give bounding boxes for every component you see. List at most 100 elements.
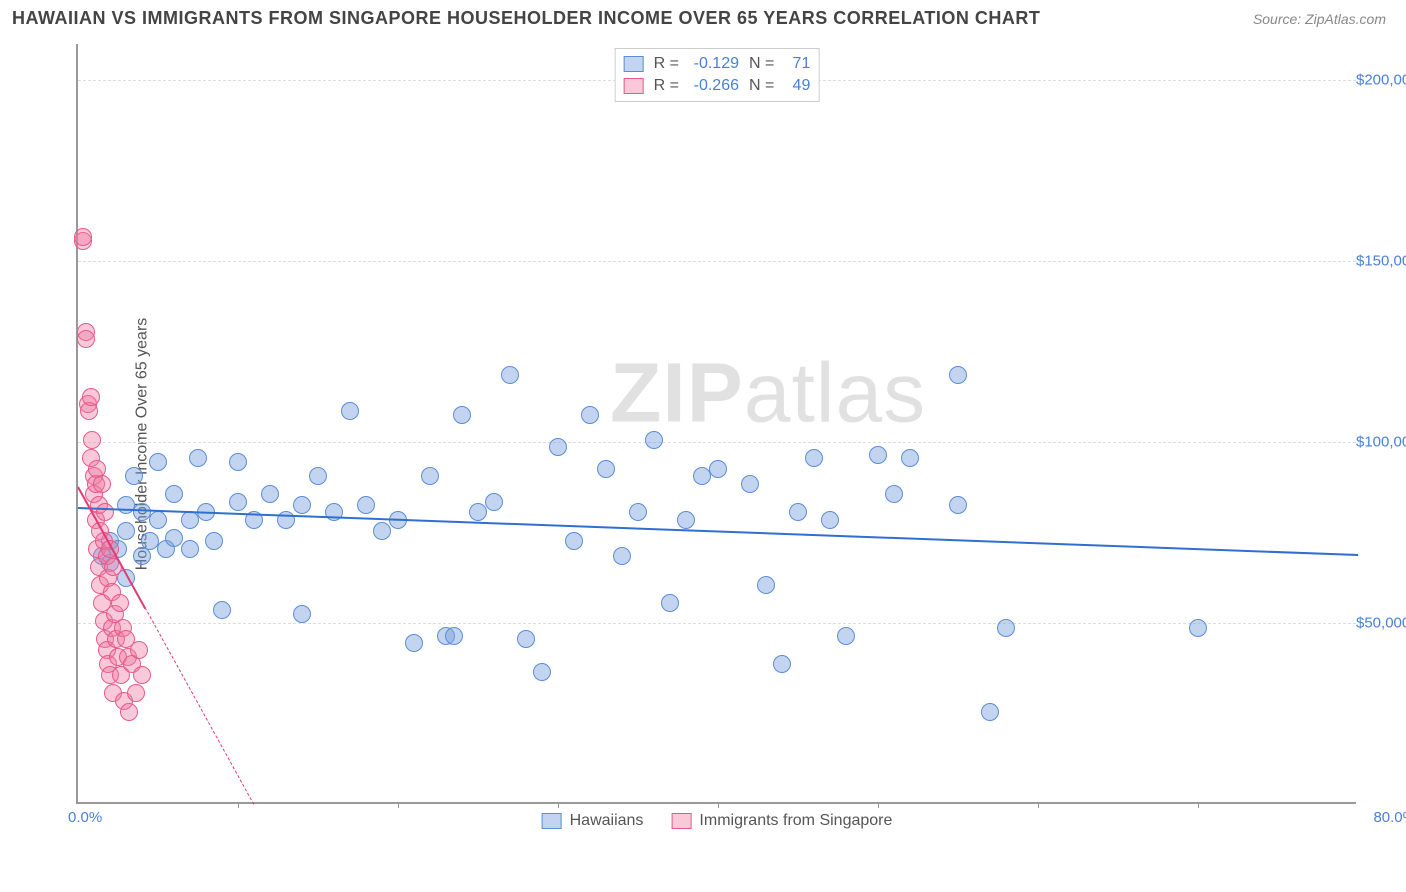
data-point — [229, 493, 247, 511]
data-point — [501, 366, 519, 384]
data-point — [821, 511, 839, 529]
data-point — [421, 467, 439, 485]
data-point — [117, 496, 135, 514]
data-point — [205, 532, 223, 550]
x-tick-mark — [398, 802, 399, 808]
data-point — [93, 475, 111, 493]
data-point — [613, 547, 631, 565]
data-point — [405, 634, 423, 652]
stat-r-label: R = — [654, 77, 679, 95]
data-point — [357, 496, 375, 514]
data-point — [309, 467, 327, 485]
legend-series-name: Hawaiians — [570, 812, 644, 830]
data-point — [581, 406, 599, 424]
data-point — [293, 605, 311, 623]
data-point — [189, 449, 207, 467]
gridline-h — [78, 623, 1356, 624]
data-point — [133, 666, 151, 684]
stat-n-label: N = — [749, 55, 774, 73]
legend-swatch — [624, 78, 644, 94]
gridline-h — [78, 261, 1356, 262]
data-point — [901, 449, 919, 467]
data-point — [149, 511, 167, 529]
legend-stat-row: R = -0.129 N = 71 — [624, 53, 811, 75]
data-point — [741, 475, 759, 493]
x-tick-mark — [718, 802, 719, 808]
legend-series-item: Immigrants from Singapore — [671, 812, 892, 830]
trend-line — [78, 507, 1358, 556]
data-point — [709, 460, 727, 478]
legend-swatch — [671, 813, 691, 829]
x-tick-mark — [1198, 802, 1199, 808]
y-tick-label: $50,000 — [1356, 615, 1406, 632]
data-point — [629, 503, 647, 521]
data-point — [120, 703, 138, 721]
data-point — [757, 576, 775, 594]
legend-swatch — [624, 56, 644, 72]
plot-area: ZIPatlas R =-0.129N =71R =-0.266N =49 Ha… — [76, 44, 1356, 804]
data-point — [949, 366, 967, 384]
data-point — [125, 467, 143, 485]
watermark-light: atlas — [744, 345, 926, 439]
data-point — [165, 529, 183, 547]
stat-r-value: -0.129 — [685, 55, 739, 73]
data-point — [453, 406, 471, 424]
data-point — [261, 485, 279, 503]
data-point — [277, 511, 295, 529]
x-axis-end: 80.0% — [1373, 809, 1406, 826]
y-tick-label: $200,000 — [1356, 72, 1406, 89]
data-point — [885, 485, 903, 503]
data-point — [517, 630, 535, 648]
chart-title: HAWAIIAN VS IMMIGRANTS FROM SINGAPORE HO… — [12, 8, 1040, 29]
x-tick-mark — [238, 802, 239, 808]
legend-series-name: Immigrants from Singapore — [699, 812, 892, 830]
legend-stats: R =-0.129N =71R =-0.266N =49 — [615, 48, 820, 102]
data-point — [213, 601, 231, 619]
data-point — [533, 663, 551, 681]
data-point — [229, 453, 247, 471]
x-axis-start: 0.0% — [68, 809, 102, 826]
y-tick-label: $100,000 — [1356, 434, 1406, 451]
stat-n-label: N = — [749, 77, 774, 95]
stat-r-label: R = — [654, 55, 679, 73]
legend-series: Hawaiians Immigrants from Singapore — [542, 812, 893, 830]
data-point — [96, 503, 114, 521]
watermark-bold: ZIP — [610, 345, 744, 439]
data-point — [77, 330, 95, 348]
legend-swatch — [542, 813, 562, 829]
data-point — [165, 485, 183, 503]
data-point — [111, 594, 129, 612]
data-point — [869, 446, 887, 464]
data-point — [981, 703, 999, 721]
data-point — [837, 627, 855, 645]
data-point — [805, 449, 823, 467]
data-point — [997, 619, 1015, 637]
data-point — [293, 496, 311, 514]
data-point — [549, 438, 567, 456]
legend-series-item: Hawaiians — [542, 812, 644, 830]
data-point — [1189, 619, 1207, 637]
data-point — [645, 431, 663, 449]
data-point — [597, 460, 615, 478]
trend-line-extrapolated — [145, 607, 255, 804]
data-point — [373, 522, 391, 540]
stat-n-value: 49 — [780, 77, 810, 95]
data-point — [127, 684, 145, 702]
data-point — [949, 496, 967, 514]
watermark: ZIPatlas — [610, 344, 926, 441]
data-point — [130, 641, 148, 659]
data-point — [149, 453, 167, 471]
data-point — [485, 493, 503, 511]
chart-source: Source: ZipAtlas.com — [1253, 11, 1386, 27]
x-tick-mark — [558, 802, 559, 808]
gridline-h — [78, 442, 1356, 443]
data-point — [445, 627, 463, 645]
data-point — [661, 594, 679, 612]
data-point — [82, 388, 100, 406]
data-point — [325, 503, 343, 521]
data-point — [117, 522, 135, 540]
data-point — [677, 511, 695, 529]
stat-n-value: 71 — [780, 55, 810, 73]
x-tick-mark — [878, 802, 879, 808]
data-point — [773, 655, 791, 673]
